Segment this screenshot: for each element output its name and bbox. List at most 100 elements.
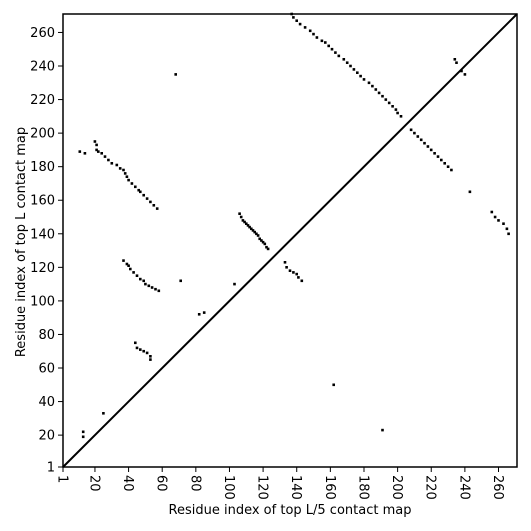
contact-point [356, 71, 359, 74]
contact-point [253, 230, 256, 234]
contact-point [149, 355, 152, 358]
contact-point [295, 19, 298, 22]
y-axis-label: Residue index of top L contact map [14, 127, 29, 357]
contact-point [505, 227, 509, 231]
contact-point [324, 41, 327, 44]
contact-point [367, 81, 371, 85]
x-tick-label: 140 [288, 475, 303, 500]
contact-point [349, 64, 352, 68]
plot-frame [62, 13, 518, 468]
contact-point [102, 412, 105, 415]
contact-point [453, 58, 457, 61]
contact-point [238, 212, 241, 215]
contact-point [246, 224, 250, 227]
contact-point [118, 167, 122, 170]
contact-point [95, 148, 98, 152]
contact-point [384, 98, 388, 101]
contact-point [100, 152, 103, 155]
contact-point [251, 229, 255, 232]
x-tick-label: 220 [423, 475, 438, 500]
contact-point [142, 193, 145, 197]
contact-point [320, 39, 324, 43]
contact-point [292, 16, 295, 19]
contact-point [468, 190, 472, 194]
contact-point [134, 185, 137, 189]
contact-point [265, 245, 268, 249]
y-tick-label: 180 [30, 160, 55, 175]
y-tick-label: 1 [47, 461, 55, 476]
contact-point [174, 73, 177, 76]
contact-point [332, 383, 335, 387]
contact-point [122, 168, 125, 172]
x-tick-label: 160 [322, 475, 337, 500]
diagonal-line [62, 13, 518, 468]
y-tick-label: 40 [38, 395, 55, 410]
contact-point [107, 158, 110, 162]
contact-point [78, 150, 82, 153]
contact-point [497, 219, 500, 222]
y-tick-label: 240 [30, 60, 55, 75]
contact-point [139, 190, 142, 194]
contact-point [362, 78, 366, 81]
x-tick-label: 60 [154, 475, 169, 492]
contact-point [197, 313, 201, 316]
contact-point [295, 272, 298, 276]
contact-point [490, 210, 494, 214]
contact-point [396, 111, 399, 115]
contact-point [245, 222, 248, 225]
y-tick-label: 100 [30, 294, 55, 309]
y-tick-label: 200 [30, 127, 55, 142]
contact-point [450, 168, 453, 172]
contact-point [250, 227, 253, 231]
x-axis-label: Residue index of top L/5 contact map [169, 503, 412, 518]
contact-point [446, 165, 450, 168]
contact-point [115, 163, 119, 167]
y-tick-label: 120 [30, 261, 55, 276]
contact-point [125, 175, 129, 178]
contact-point [147, 284, 151, 288]
y-tick-label: 80 [38, 328, 55, 343]
contact-point [429, 148, 433, 152]
contact-point [300, 279, 304, 283]
contact-point [179, 279, 182, 283]
contact-point [359, 74, 362, 78]
x-tick-label: 1 [55, 475, 70, 483]
contact-point [381, 428, 384, 432]
contact-point [334, 51, 337, 54]
x-tick-label: 240 [456, 475, 471, 500]
contact-point [152, 204, 156, 207]
contact-point [399, 115, 403, 118]
contact-point [123, 172, 127, 175]
contact-point [327, 44, 330, 48]
x-tick-label: 40 [120, 475, 135, 492]
contact-point [298, 22, 302, 26]
contact-point [440, 158, 443, 162]
contact-point [493, 215, 497, 219]
contact-point [95, 143, 98, 147]
contact-point [248, 225, 251, 229]
contact-point [155, 207, 159, 210]
y-tick-label: 20 [38, 429, 55, 444]
contact-point [283, 261, 287, 264]
y-tick-label: 260 [30, 26, 55, 41]
contact-point [342, 58, 346, 61]
contact-point [145, 351, 149, 355]
x-tick-label: 120 [255, 475, 270, 500]
contact-point [122, 259, 125, 262]
contact-point [308, 29, 312, 33]
contact-point [436, 155, 440, 158]
contact-point [129, 267, 132, 271]
contact-point [150, 286, 154, 289]
contact-point [83, 152, 87, 155]
contact-point [149, 358, 152, 361]
contact-point [139, 348, 142, 351]
contact-point [132, 271, 135, 274]
y-tick-label: 140 [30, 227, 55, 242]
contact-point [315, 36, 319, 39]
contact-point [463, 73, 467, 76]
contact-point [394, 108, 398, 111]
contact-point [130, 182, 134, 185]
contact-point [352, 68, 356, 71]
contact-point [127, 178, 130, 182]
